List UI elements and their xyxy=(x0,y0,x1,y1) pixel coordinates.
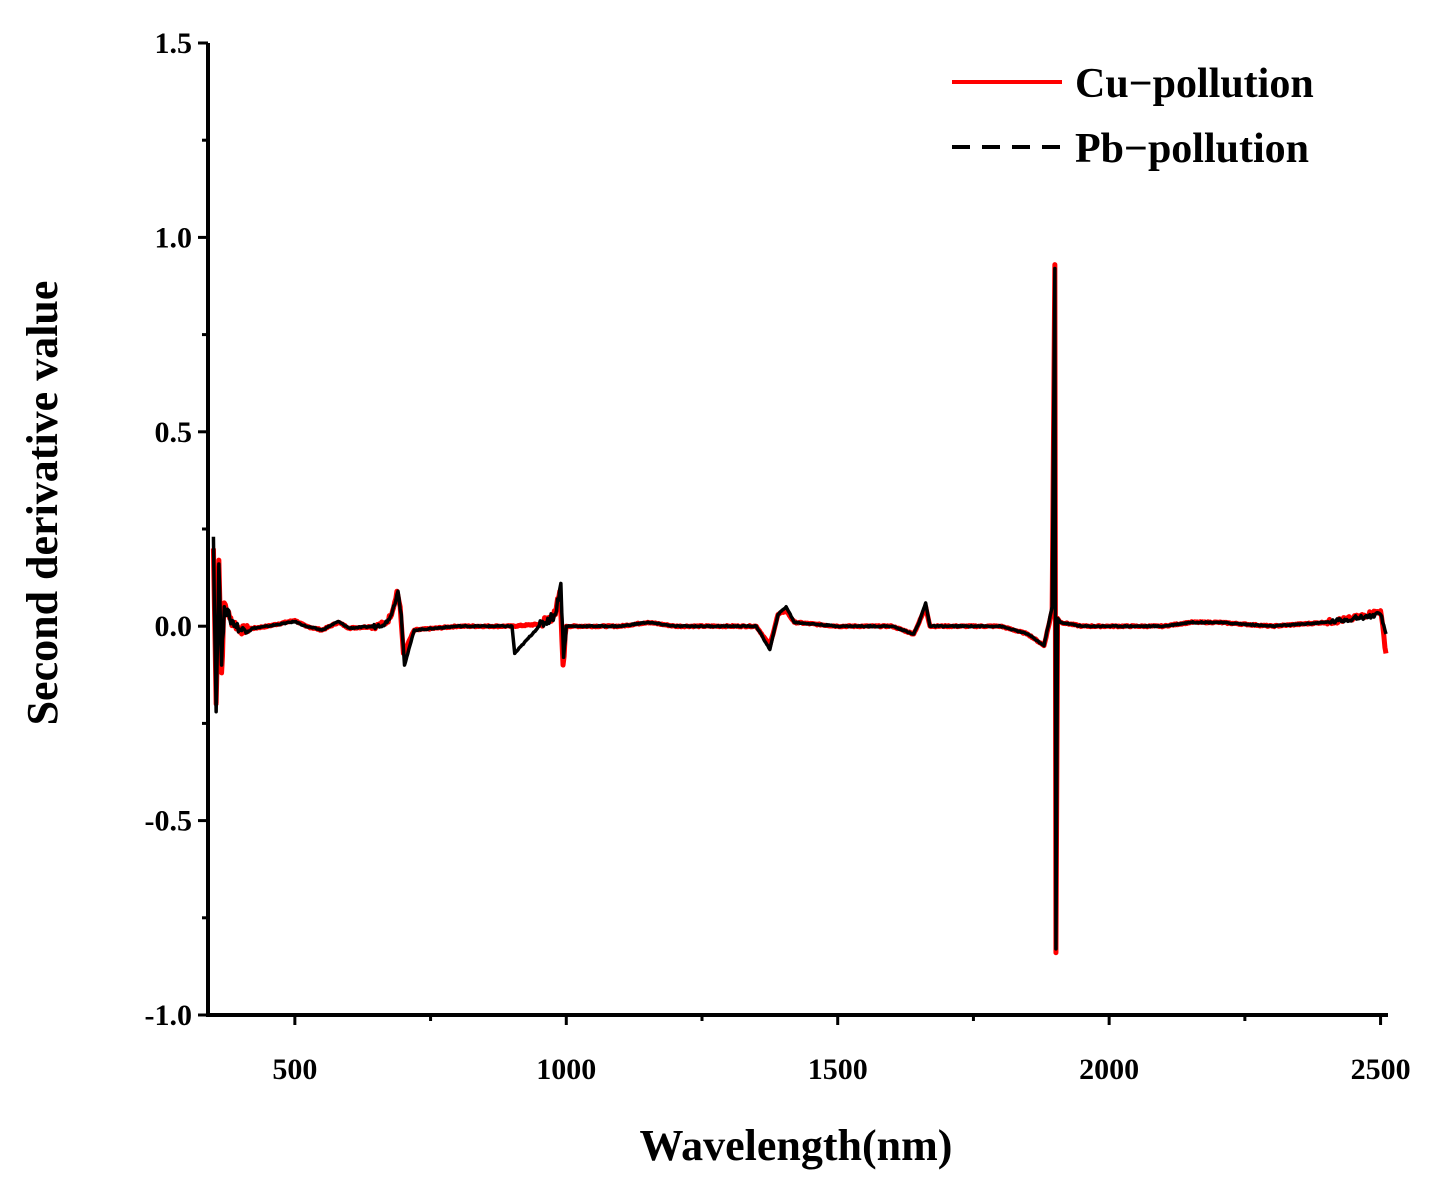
x-tick-label: 2500 xyxy=(1351,1053,1411,1086)
legend-label-pb-pollution: Pb−pollution xyxy=(1075,126,1309,172)
y-tick-label: 1.0 xyxy=(155,221,193,254)
legend-label-cu-pollution: Cu−pollution xyxy=(1075,61,1314,107)
y-tick-label: 0.5 xyxy=(155,416,193,449)
y-tick-label: -1.0 xyxy=(145,999,193,1032)
y-tick-label: 1.5 xyxy=(155,27,193,60)
x-axis-title: Wavelength(nm) xyxy=(640,1121,953,1170)
x-tick-label: 1000 xyxy=(536,1053,596,1086)
x-ticks: 500 1000 1500 2000 2500 xyxy=(272,1015,1411,1086)
y-axis-title: Second derivative value xyxy=(18,281,67,726)
x-tick-label: 500 xyxy=(272,1053,317,1086)
y-tick-label: 0.0 xyxy=(155,610,193,643)
plot-area: -1.0 -0.5 0.0 0.5 1.0 1.5 500 1000 1500 2000 2500 xyxy=(145,27,1411,1086)
series-layer xyxy=(210,262,1389,956)
series-line-pb-pollution xyxy=(211,266,1388,951)
y-tick-label: -0.5 xyxy=(145,805,193,838)
x-tick-label: 1500 xyxy=(808,1053,868,1086)
series-line-cu-pollution xyxy=(210,262,1389,956)
legend: Cu−pollution Pb−pollution xyxy=(952,61,1314,172)
y-ticks: -1.0 -0.5 0.0 0.5 1.0 1.5 xyxy=(145,27,208,1032)
x-tick-label: 2000 xyxy=(1079,1053,1139,1086)
